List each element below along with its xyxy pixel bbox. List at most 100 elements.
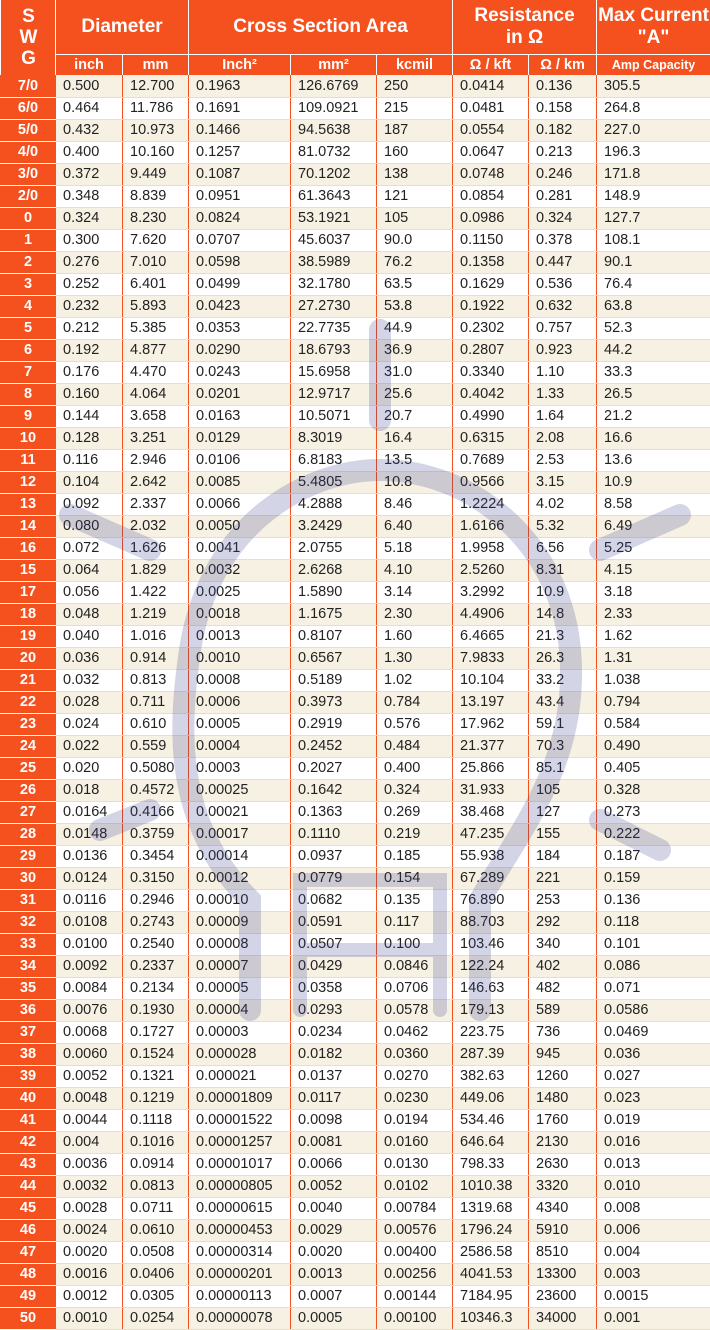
value-cell: 0.0052 [290,1175,378,1198]
gauge-cell: 47 [0,1241,56,1264]
value-cell: 121 [376,185,454,208]
value-cell: 13.6 [596,449,710,472]
value-cell: 1.9958 [452,537,530,560]
value-cell: 0.101 [596,933,710,956]
value-cell: 0.536 [528,273,598,296]
value-cell: 0.1363 [290,801,378,824]
value-cell: 0.0018 [188,603,292,626]
value-cell: 0.0160 [376,1131,454,1154]
gauge-cell: 7/0 [0,75,56,98]
value-cell: 0.006 [596,1219,710,1242]
value-cell: 1.219 [121,603,190,626]
value-cell: 70.3 [528,735,598,758]
value-cell: 13.5 [376,449,454,472]
value-cell: 0.1150 [452,229,530,252]
value-cell: 0.0578 [376,999,454,1022]
value-cell: 0.032 [55,669,123,692]
value-cell: 0.0117 [290,1087,378,1110]
value-cell: 90.0 [376,229,454,252]
table-row: 6/0 0.464 11.786 0.1691 109.0921 215 0.0481 0.1… [0,97,710,120]
table-row: 12 0.104 2.642 0.0085 5.4805 10.8 0.9566 3.15 10… [0,471,710,494]
value-cell: 0.048 [55,603,123,626]
gauge-cell: 45 [0,1197,56,1220]
value-cell: 44.2 [596,339,710,362]
value-cell: 0.757 [528,317,598,340]
value-cell: 0.0098 [290,1109,378,1132]
value-cell: 0.0406 [121,1263,190,1286]
value-cell: 0.160 [55,383,123,406]
value-cell: 3.18 [596,581,710,604]
table-row: 17 0.056 1.422 0.0025 1.5890 3.14 3.2992 10.9 3.… [0,581,710,604]
table-row: 49 0.0012 0.0305 0.00000113 0.0007 0.00144 718… [0,1285,710,1308]
table-row: 45 0.0028 0.0711 0.00000615 0.0040 0.00784 131… [0,1197,710,1220]
value-cell: 31.933 [452,779,530,802]
value-cell: 0.00000078 [188,1307,292,1330]
value-cell: 0.0462 [376,1021,454,1044]
value-cell: 5.4805 [290,471,378,494]
value-cell: 6.401 [121,273,190,296]
value-cell: 534.46 [452,1109,530,1132]
table-row: 40 0.0048 0.1219 0.00001809 0.0117 0.0230 449.… [0,1087,710,1110]
value-cell: 0.576 [376,713,454,736]
value-cell: 402 [528,955,598,978]
value-cell: 7.9833 [452,647,530,670]
value-cell: 2.30 [376,603,454,626]
value-cell: 0.0012 [55,1285,123,1308]
value-cell: 0.0914 [121,1153,190,1176]
value-cell: 70.1202 [290,163,378,186]
table-row: 44 0.0032 0.0813 0.00000805 0.0052 0.0102 1010… [0,1175,710,1198]
value-cell: 0.0854 [452,185,530,208]
value-cell: 105 [376,207,454,230]
value-cell: 0.00001522 [188,1109,292,1132]
value-cell: 0.040 [55,625,123,648]
gauge-cell: 17 [0,581,56,604]
table-row: 38 0.0060 0.1524 0.000028 0.0182 0.0360 287.39… [0,1043,710,1066]
value-cell: 0.0100 [55,933,123,956]
value-cell: 0.0358 [290,977,378,1000]
value-cell: 0.128 [55,427,123,450]
value-cell: 1.10 [528,361,598,384]
gauge-cell: 27 [0,801,56,824]
value-cell: 0.281 [528,185,598,208]
value-cell: 0.0025 [188,581,292,604]
subheader-cell: Ω / km [528,54,598,75]
table-row: 47 0.0020 0.0508 0.00000314 0.0020 0.00400 258… [0,1241,710,1264]
value-cell: 7.010 [121,251,190,274]
value-cell: 52.3 [596,317,710,340]
gauge-cell: 34 [0,955,56,978]
gauge-cell: 14 [0,515,56,538]
value-cell: 0.0711 [121,1197,190,1220]
value-cell: 0.182 [528,119,598,142]
value-cell: 0.00001809 [188,1087,292,1110]
table-row: 34 0.0092 0.2337 0.00007 0.0429 0.0846 122.24 4… [0,955,710,978]
value-cell: 1.31 [596,647,710,670]
value-cell: 0.0748 [452,163,530,186]
subheader-cell: inch [55,54,123,75]
value-cell: 2.53 [528,449,598,472]
value-cell: 0.269 [376,801,454,824]
value-cell: 0.185 [376,845,454,868]
value-cell: 8.3019 [290,427,378,450]
value-cell: 11.786 [121,97,190,120]
table-row: 41 0.0044 0.1118 0.00001522 0.0098 0.0194 534.… [0,1109,710,1132]
value-cell: 8510 [528,1241,598,1264]
value-cell: 382.63 [452,1065,530,1088]
value-cell: 0.5189 [290,669,378,692]
value-cell: 0.0102 [376,1175,454,1198]
value-cell: 736 [528,1021,598,1044]
value-cell: 0.300 [55,229,123,252]
value-cell: 53.1921 [290,207,378,230]
value-cell: 45.6037 [290,229,378,252]
value-cell: 43.4 [528,691,598,714]
value-cell: 0.056 [55,581,123,604]
table-row: 7 0.176 4.470 0.0243 15.6958 31.0 0.3340 1.10 33… [0,361,710,384]
gauge-cell: 4 [0,295,56,318]
value-cell: 0.00000453 [188,1219,292,1242]
value-cell: 0.0130 [376,1153,454,1176]
value-cell: 13300 [528,1263,598,1286]
value-cell: 0.00784 [376,1197,454,1220]
value-cell: 0.159 [596,867,710,890]
value-cell: 0.0163 [188,405,292,428]
value-cell: 0.00008 [188,933,292,956]
value-cell: 0.0164 [55,801,123,824]
